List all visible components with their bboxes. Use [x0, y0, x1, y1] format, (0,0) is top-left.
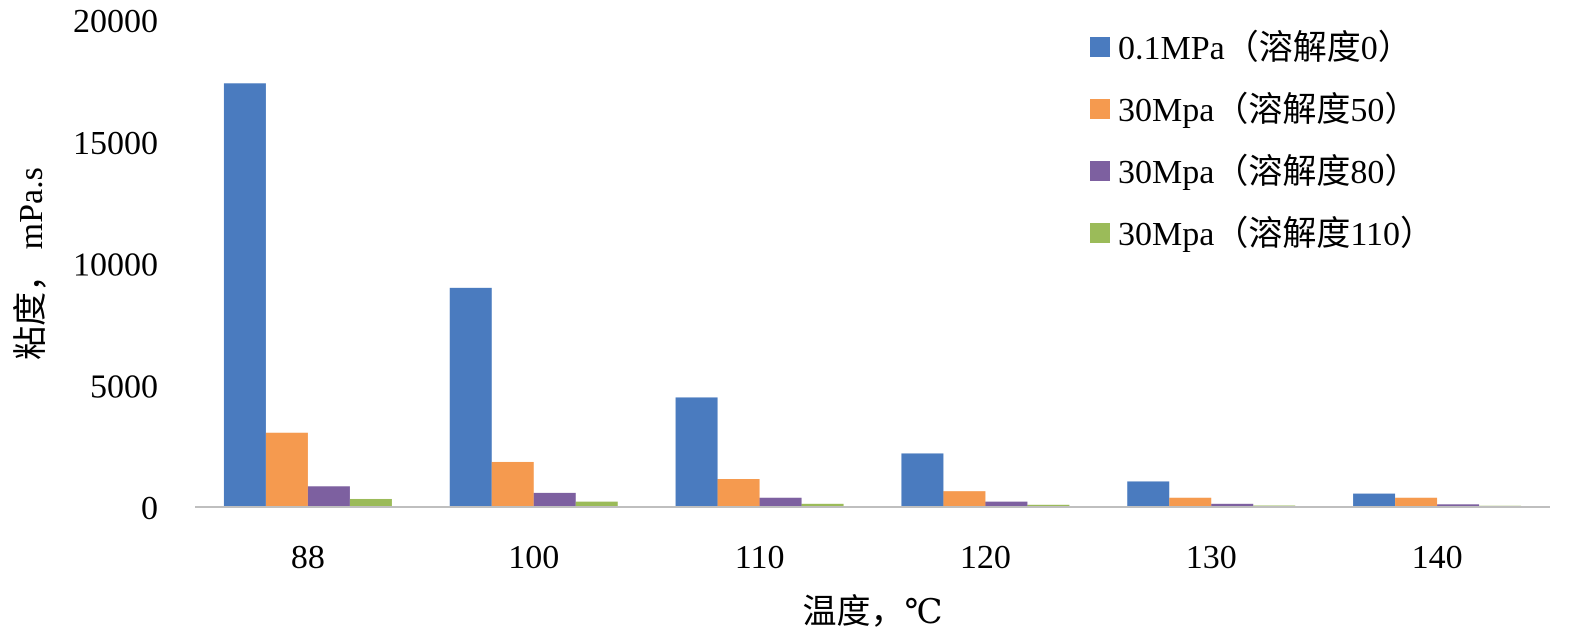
- y-axis-title: 粘度， mPa.s: [12, 167, 50, 360]
- bar: [575, 501, 618, 507]
- bar: [1027, 504, 1070, 507]
- x-tick-label: 130: [1186, 539, 1237, 576]
- legend-label: 30Mpa（溶解度110）: [1118, 215, 1434, 253]
- x-tick-label: 140: [1412, 539, 1463, 576]
- bar: [349, 498, 392, 507]
- x-tick-label: 88: [291, 539, 325, 576]
- bar: [943, 491, 986, 507]
- bar: [307, 486, 350, 507]
- bar: [1127, 481, 1170, 507]
- legend-swatch: [1090, 223, 1110, 243]
- y-tick-label: 20000: [73, 3, 158, 40]
- bar: [223, 83, 266, 507]
- bar: [717, 478, 760, 507]
- y-tick-label: 5000: [90, 368, 158, 405]
- legend-swatch: [1090, 161, 1110, 181]
- bar: [491, 461, 534, 507]
- bar: [533, 492, 576, 507]
- legend-label: 30Mpa（溶解度80）: [1118, 153, 1418, 191]
- bar: [265, 432, 308, 507]
- bar: [801, 503, 844, 507]
- x-tick-label: 110: [735, 539, 785, 576]
- legend-swatch: [1090, 37, 1110, 57]
- bar: [1353, 493, 1396, 507]
- bar: [1169, 497, 1212, 507]
- bar: [1211, 503, 1254, 507]
- legend-label: 30Mpa（溶解度50）: [1118, 91, 1418, 129]
- bar: [901, 453, 944, 507]
- bar: [985, 501, 1028, 507]
- bar: [449, 287, 492, 507]
- legend-label: 0.1MPa（溶解度0）: [1118, 29, 1412, 67]
- bar: [1437, 504, 1480, 507]
- y-tick-label: 10000: [73, 247, 158, 284]
- bar: [1395, 497, 1438, 507]
- x-axis-ticks: 88 100 110 120 130 140: [291, 539, 1463, 576]
- bar: [759, 497, 802, 507]
- bars-group: [223, 83, 1522, 507]
- y-axis-ticks: 0 5000 10000 15000 20000: [73, 3, 158, 527]
- y-tick-label: 0: [141, 490, 158, 527]
- x-axis-title: 温度，℃: [802, 593, 942, 631]
- legend: 0.1MPa（溶解度0） 30Mpa（溶解度50） 30Mpa（溶解度80） 30Mp…: [1090, 29, 1434, 253]
- x-tick-label: 120: [960, 539, 1011, 576]
- x-tick-label: 100: [508, 539, 559, 576]
- legend-swatch: [1090, 99, 1110, 119]
- bar: [675, 397, 718, 507]
- y-tick-label: 15000: [73, 125, 158, 162]
